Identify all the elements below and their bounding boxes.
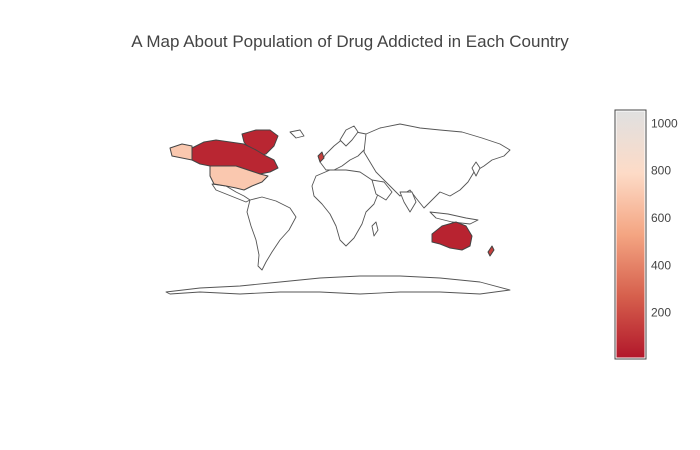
colorbar-outline (614, 109, 647, 360)
arctic-islands-shape (289, 129, 305, 139)
land-outlines (165, 123, 511, 295)
alaska-region[interactable] (169, 143, 193, 161)
page-title: A Map About Population of Drug Addicted … (131, 32, 569, 51)
arabia-shape (371, 179, 393, 201)
colorbar-tick-label: 600 (651, 211, 671, 225)
highlighted-countries (169, 129, 495, 257)
colorbar-tick-label: 800 (651, 164, 671, 178)
madagascar-shape (371, 221, 379, 237)
colorbar-ticks: 200 400 600 800 1000 (651, 116, 678, 319)
south-america-shape (246, 196, 297, 271)
united-states-region[interactable] (209, 165, 269, 191)
africa-shape (311, 169, 379, 247)
colorbar-tick-label: 200 (651, 306, 671, 320)
japan-shape (471, 161, 481, 177)
indonesia-shape (429, 211, 479, 225)
united-kingdom-region[interactable] (317, 151, 325, 163)
colorbar-tick-label: 400 (651, 258, 671, 272)
australia-region[interactable] (431, 221, 473, 251)
scandinavia-shape (339, 125, 359, 147)
colorbar-gradient (616, 111, 645, 358)
central-america-shape (211, 183, 251, 203)
new-zealand-region[interactable] (487, 245, 495, 257)
colorbar-tick-label: 1000 (651, 116, 678, 130)
asia-shape (363, 123, 511, 209)
antarctica-shape (165, 275, 511, 295)
india-shape (399, 191, 417, 213)
